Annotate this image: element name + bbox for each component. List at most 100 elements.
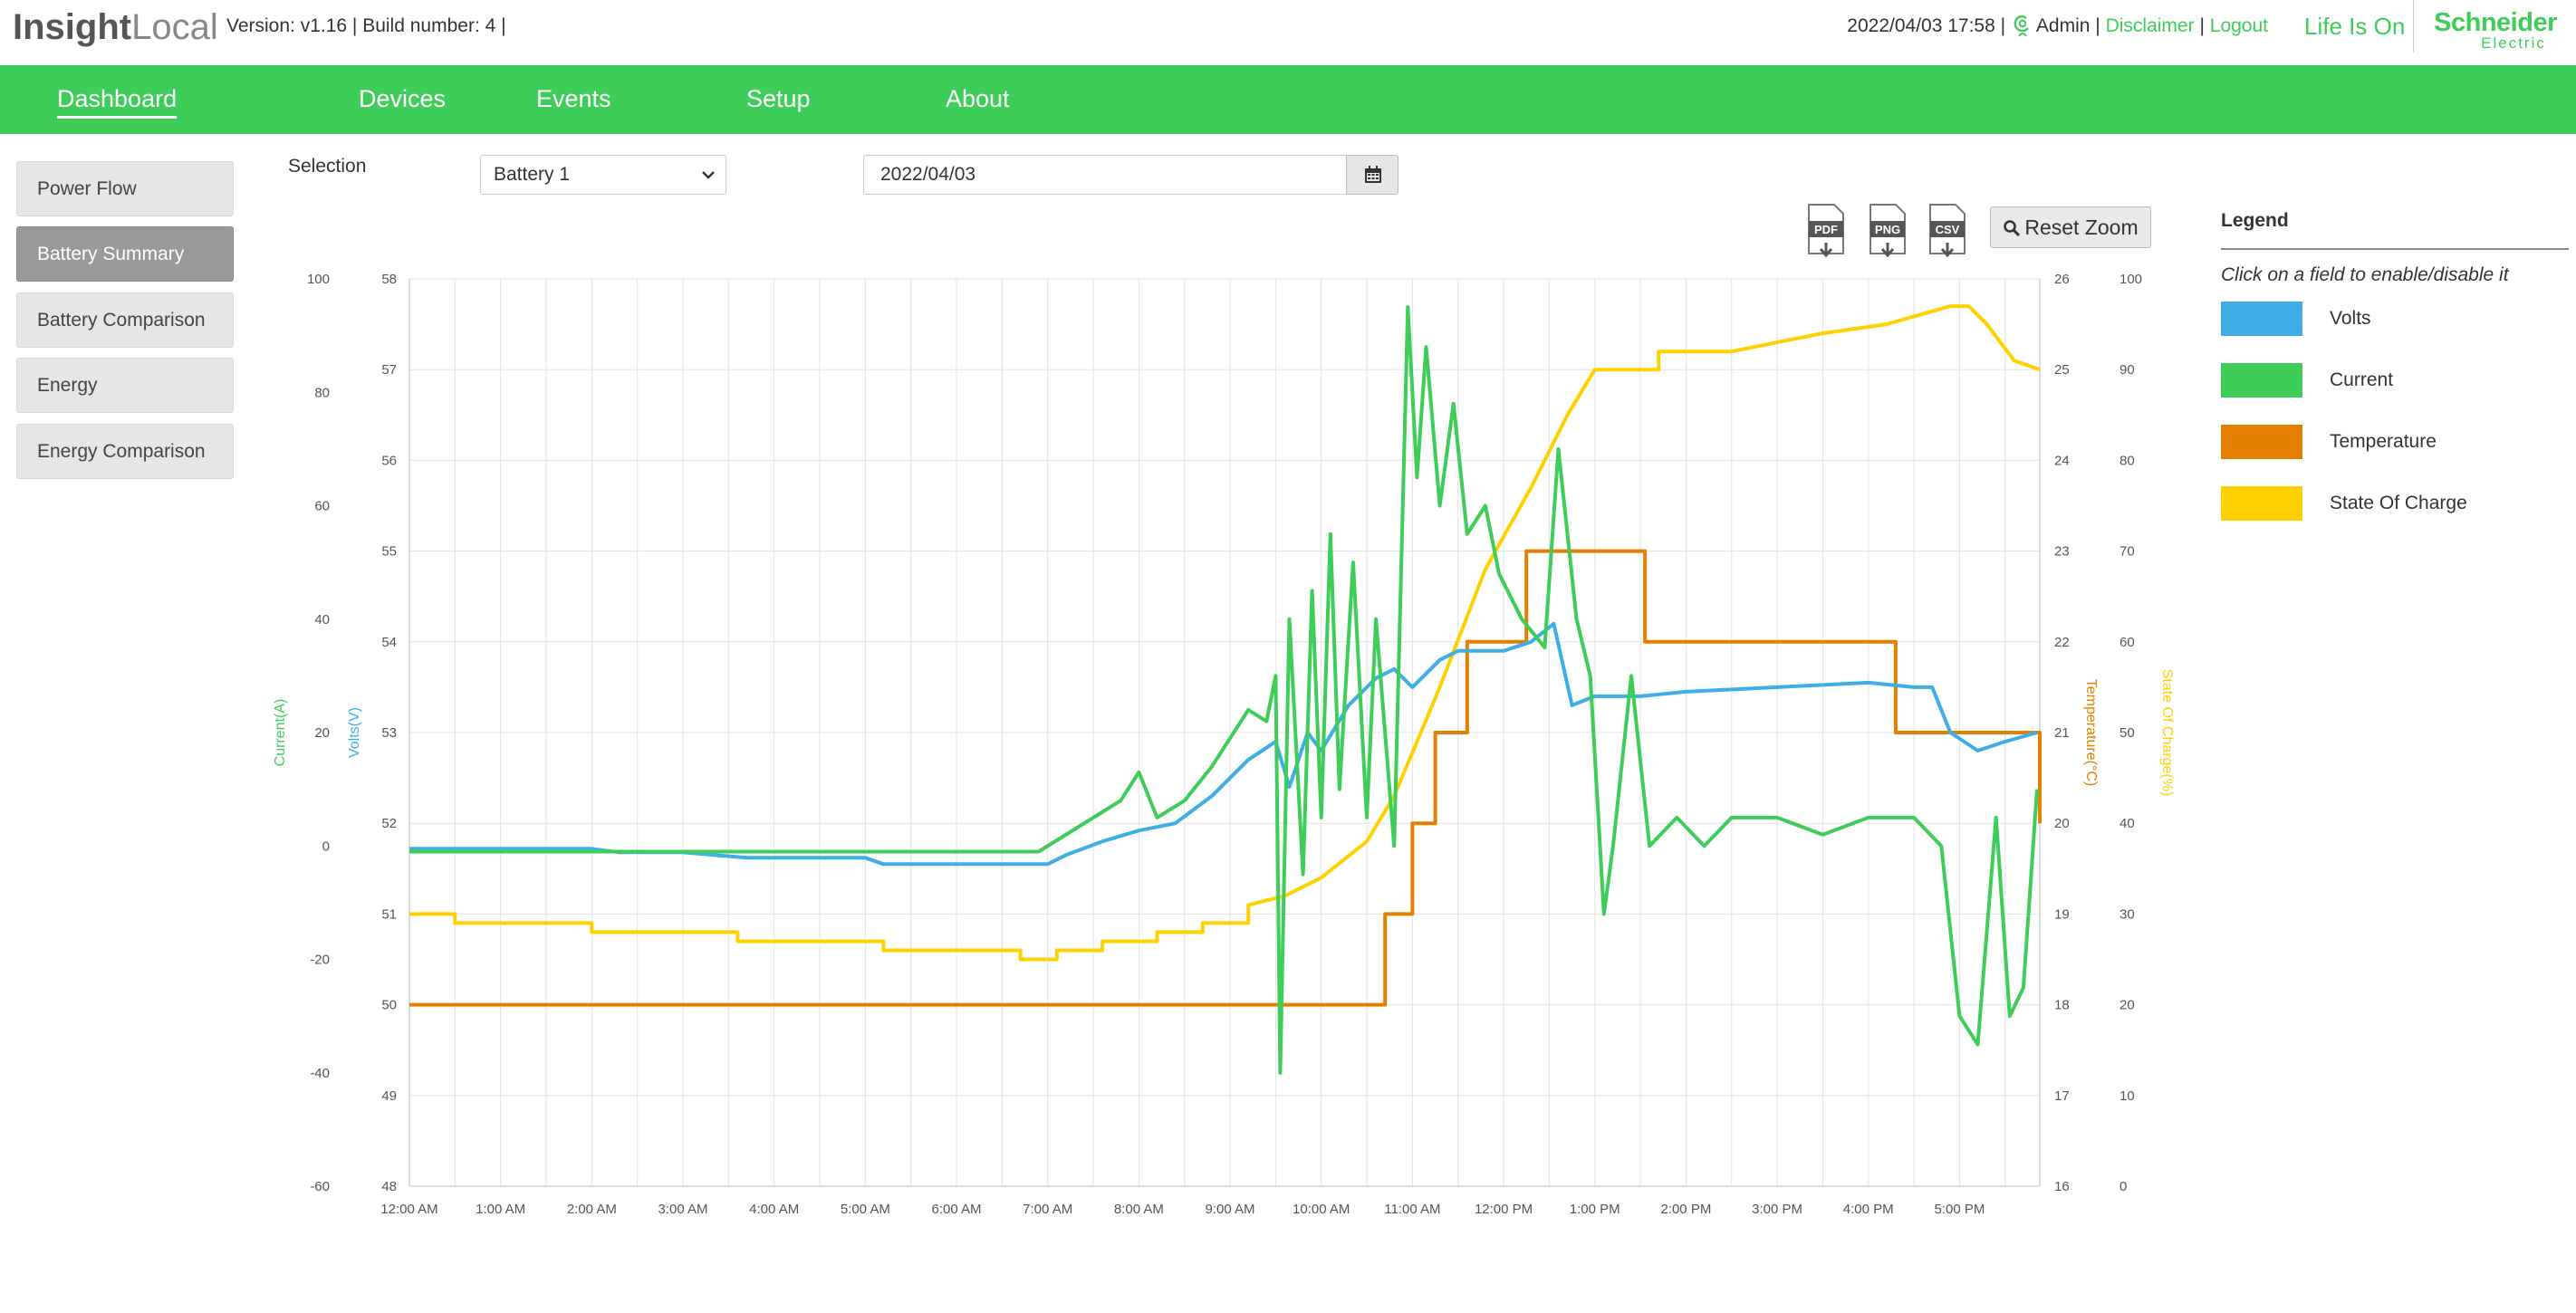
x-tick-label: 8:00 AM [1114, 1202, 1164, 1217]
main-nav: Dashboard Devices Events Setup About [0, 65, 2576, 134]
soc-tick-label: 100 [2119, 272, 2142, 287]
temperature-tick-label: 16 [2054, 1179, 2070, 1194]
current-tick-label: -20 [310, 953, 330, 968]
legend-swatch-temperature [2221, 425, 2302, 459]
current-tick-label: 0 [322, 839, 330, 854]
soc-tick-label: 40 [2119, 816, 2135, 831]
logo-bold: Insight [13, 7, 132, 47]
calendar-button[interactable] [1346, 155, 1399, 195]
volts-tick-label: 58 [381, 272, 397, 287]
legend-label-current: Current [2330, 369, 2394, 390]
x-tick-label: 3:00 AM [658, 1202, 707, 1217]
date-field[interactable]: 2022/04/03 [863, 155, 1347, 195]
soc-tick-label: 30 [2119, 906, 2135, 922]
x-tick-label: 7:00 AM [1023, 1202, 1072, 1217]
x-tick-label: 9:00 AM [1206, 1202, 1255, 1217]
soc-tick-label: 10 [2119, 1088, 2135, 1104]
current-tick-label: -60 [310, 1179, 330, 1194]
csv-file-icon: CSV [1929, 204, 1966, 258]
temperature-tick-label: 19 [2054, 906, 2070, 922]
x-tick-label: 5:00 PM [1934, 1202, 1985, 1217]
sidebar-item-energy[interactable]: Energy [16, 358, 234, 413]
current-axis-title: Current(A) [273, 699, 288, 767]
app-logo: InsightLocal [13, 4, 218, 51]
png-file-icon: PNG [1870, 204, 1906, 258]
csv-icon-text: CSV [1936, 223, 1960, 236]
legend-item-soc[interactable]: State Of Charge [2221, 486, 2547, 522]
temperature-tick-label: 21 [2054, 725, 2070, 741]
export-pdf-button[interactable]: PDF [1805, 203, 1847, 263]
temperature-tick-label: 18 [2054, 998, 2070, 1013]
temperature-tick-label: 20 [2054, 816, 2070, 831]
soc-tick-label: 50 [2119, 725, 2135, 741]
chevron-down-icon [702, 171, 715, 179]
legend-divider [2221, 248, 2569, 250]
legend-swatch-current [2221, 363, 2302, 398]
pdf-file-icon: PDF [1808, 204, 1844, 258]
disclaimer-link[interactable]: Disclaimer [2105, 15, 2195, 36]
current-tick-label: 60 [314, 499, 330, 514]
x-tick-label: 1:00 PM [1570, 1202, 1620, 1217]
reset-zoom-label: Reset Zoom [2024, 216, 2139, 239]
separator: | [2095, 15, 2100, 36]
battery-summary-chart[interactable]: 100806040200-20-40-605857565554535251504… [272, 254, 2192, 1232]
series-line-state-of-charge [409, 304, 2041, 962]
temperature-tick-label: 26 [2054, 272, 2070, 287]
soc-axis-title: State Of Charge(%) [2159, 669, 2175, 797]
soc-tick-label: 20 [2119, 998, 2135, 1013]
life-is-on-tagline: Life Is On [2304, 13, 2406, 40]
reset-zoom-button[interactable]: Reset Zoom [1990, 206, 2151, 248]
temperature-tick-label: 22 [2054, 635, 2070, 650]
x-tick-label: 11:00 AM [1384, 1202, 1440, 1217]
nav-dashboard[interactable]: Dashboard [57, 83, 178, 119]
separator: | [2199, 15, 2205, 36]
sidebar-item-battery-summary[interactable]: Battery Summary [16, 226, 234, 282]
user-icon [2014, 15, 2029, 38]
x-tick-label: 6:00 AM [932, 1202, 982, 1217]
x-tick-label: 4:00 PM [1843, 1202, 1894, 1217]
user-name[interactable]: Admin [2035, 15, 2091, 36]
export-png-button[interactable]: PNG [1867, 203, 1908, 263]
volts-tick-label: 57 [381, 362, 397, 378]
legend-title: Legend [2221, 210, 2289, 231]
sidebar-item-battery-comparison[interactable]: Battery Comparison [16, 292, 234, 348]
temperature-axis-title: Temperature(°C) [2083, 679, 2099, 786]
legend-item-temperature[interactable]: Temperature [2221, 425, 2547, 461]
sidebar-item-energy-comparison[interactable]: Energy Comparison [16, 424, 234, 479]
header-status: 2022/04/03 17:58 | Admin | Disclaimer | … [1847, 14, 2268, 38]
x-tick-label: 2:00 PM [1660, 1202, 1711, 1217]
legend-item-volts[interactable]: Volts [2221, 302, 2547, 338]
device-select[interactable]: Battery 1 [480, 155, 726, 195]
top-header: InsightLocal Version: v1.16 | Build numb… [0, 0, 2576, 65]
volts-tick-label: 51 [381, 906, 397, 922]
soc-tick-label: 60 [2119, 635, 2135, 650]
temperature-tick-label: 17 [2054, 1088, 2070, 1104]
sidebar-item-power-flow[interactable]: Power Flow [16, 161, 234, 216]
temperature-tick-label: 25 [2054, 362, 2070, 378]
logo-light: Local [131, 7, 218, 47]
volts-tick-label: 56 [381, 453, 397, 468]
version-info: Version: v1.16 | Build number: 4 | [226, 15, 506, 36]
volts-tick-label: 50 [381, 998, 397, 1013]
volts-tick-label: 49 [381, 1088, 397, 1104]
volts-tick-label: 55 [381, 544, 397, 560]
nav-events[interactable]: Events [536, 85, 611, 112]
x-tick-label: 10:00 AM [1293, 1202, 1350, 1217]
current-tick-label: 100 [307, 272, 330, 287]
brand-line2: Electric [2481, 34, 2546, 52]
current-tick-label: 40 [314, 612, 330, 628]
png-icon-text: PNG [1875, 223, 1900, 236]
export-csv-button[interactable]: CSV [1927, 203, 1968, 263]
x-tick-label: 3:00 PM [1752, 1202, 1802, 1217]
nav-setup[interactable]: Setup [746, 85, 811, 112]
x-tick-label: 12:00 AM [380, 1202, 437, 1217]
soc-tick-label: 90 [2119, 362, 2135, 378]
nav-devices[interactable]: Devices [359, 85, 447, 112]
legend-item-current[interactable]: Current [2221, 363, 2547, 399]
series-line-temperature [409, 549, 2042, 1007]
nav-about[interactable]: About [946, 85, 1010, 112]
x-tick-label: 2:00 AM [567, 1202, 617, 1217]
volts-axis-title: Volts(V) [347, 707, 362, 758]
current-tick-label: -40 [310, 1066, 330, 1081]
logout-link[interactable]: Logout [2209, 15, 2268, 36]
